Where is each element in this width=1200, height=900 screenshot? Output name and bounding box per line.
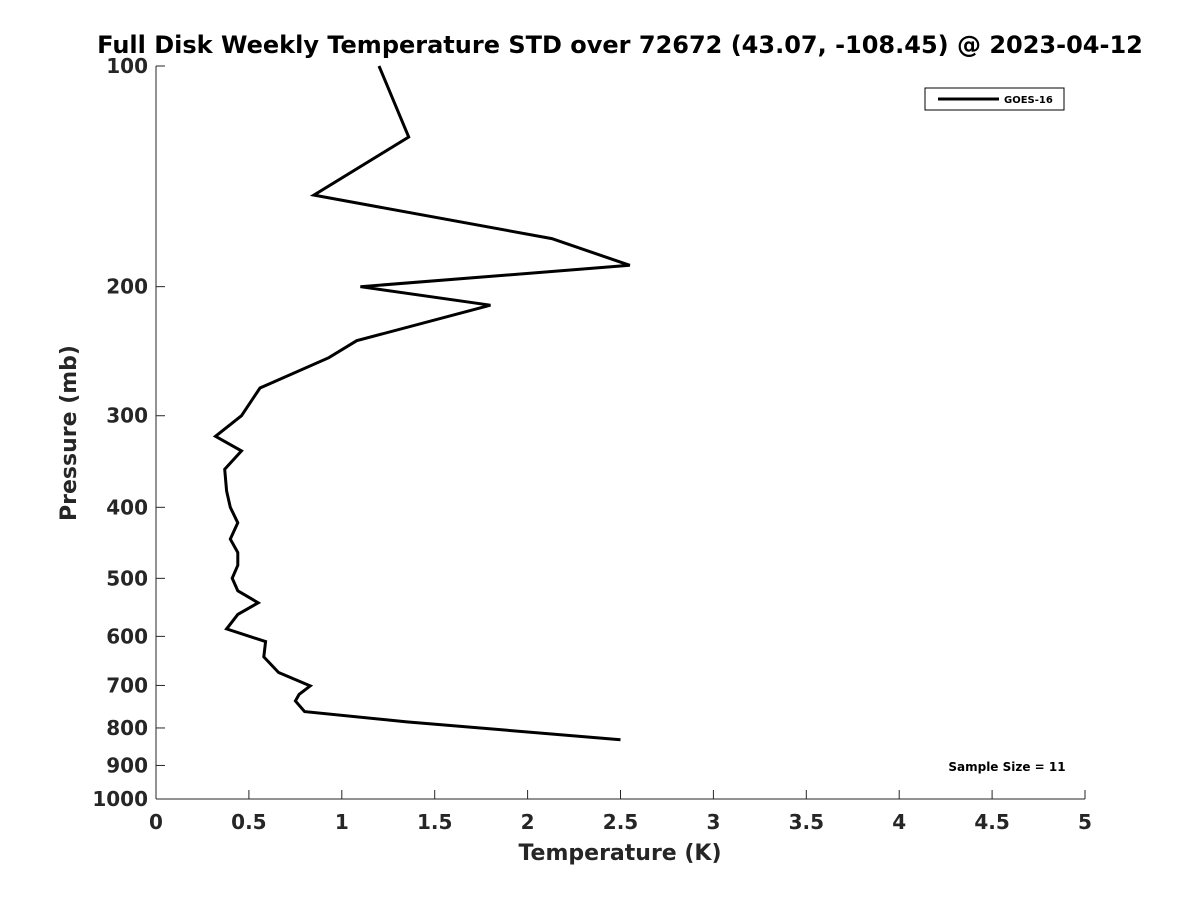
x-tick-label: 3.5: [789, 810, 824, 834]
x-tick-label: 1.5: [417, 810, 452, 834]
x-tick-label: 4: [892, 810, 906, 834]
chart-title: Full Disk Weekly Temperature STD over 72…: [97, 31, 1143, 59]
plot-area: [156, 66, 1085, 799]
y-tick-label: 700: [106, 673, 148, 697]
legend-label: GOES-16: [1004, 95, 1053, 106]
y-tick-label: 100: [106, 54, 148, 78]
x-tick-label: 0.5: [231, 810, 266, 834]
y-axis-label: Pressure (mb): [57, 345, 82, 521]
x-tick-label: 0: [149, 810, 163, 834]
y-tick-label: 500: [106, 566, 148, 590]
x-tick-label: 4.5: [974, 810, 1009, 834]
series-line-0: [212, 65, 631, 742]
y-tick-label: 600: [106, 624, 148, 648]
y-tick-label: 1000: [92, 787, 148, 811]
x-tick-label: 1: [335, 810, 349, 834]
y-tick-label: 200: [106, 275, 148, 299]
sample-size-annotation: Sample Size = 11: [948, 760, 1065, 774]
x-tick-label: 3: [706, 810, 720, 834]
x-axis-ticks: 0 0.5 1 1.5 2 2.5 3 3.5 4 4.5 5: [149, 790, 1092, 834]
x-tick-label: 5: [1078, 810, 1092, 834]
x-axis-label: Temperature (K): [518, 841, 721, 866]
y-tick-label: 400: [106, 495, 148, 519]
series-layer: [212, 65, 631, 742]
y-axis-ticks: 100 200 300 400 500 600 700 800 900 1000: [92, 54, 165, 811]
x-tick-label: 2.5: [603, 810, 638, 834]
legend: GOES-16: [924, 87, 1065, 111]
y-tick-label: 900: [106, 753, 148, 777]
x-tick-label: 2: [521, 810, 535, 834]
y-tick-label: 300: [106, 404, 148, 428]
y-tick-label: 800: [106, 716, 148, 740]
